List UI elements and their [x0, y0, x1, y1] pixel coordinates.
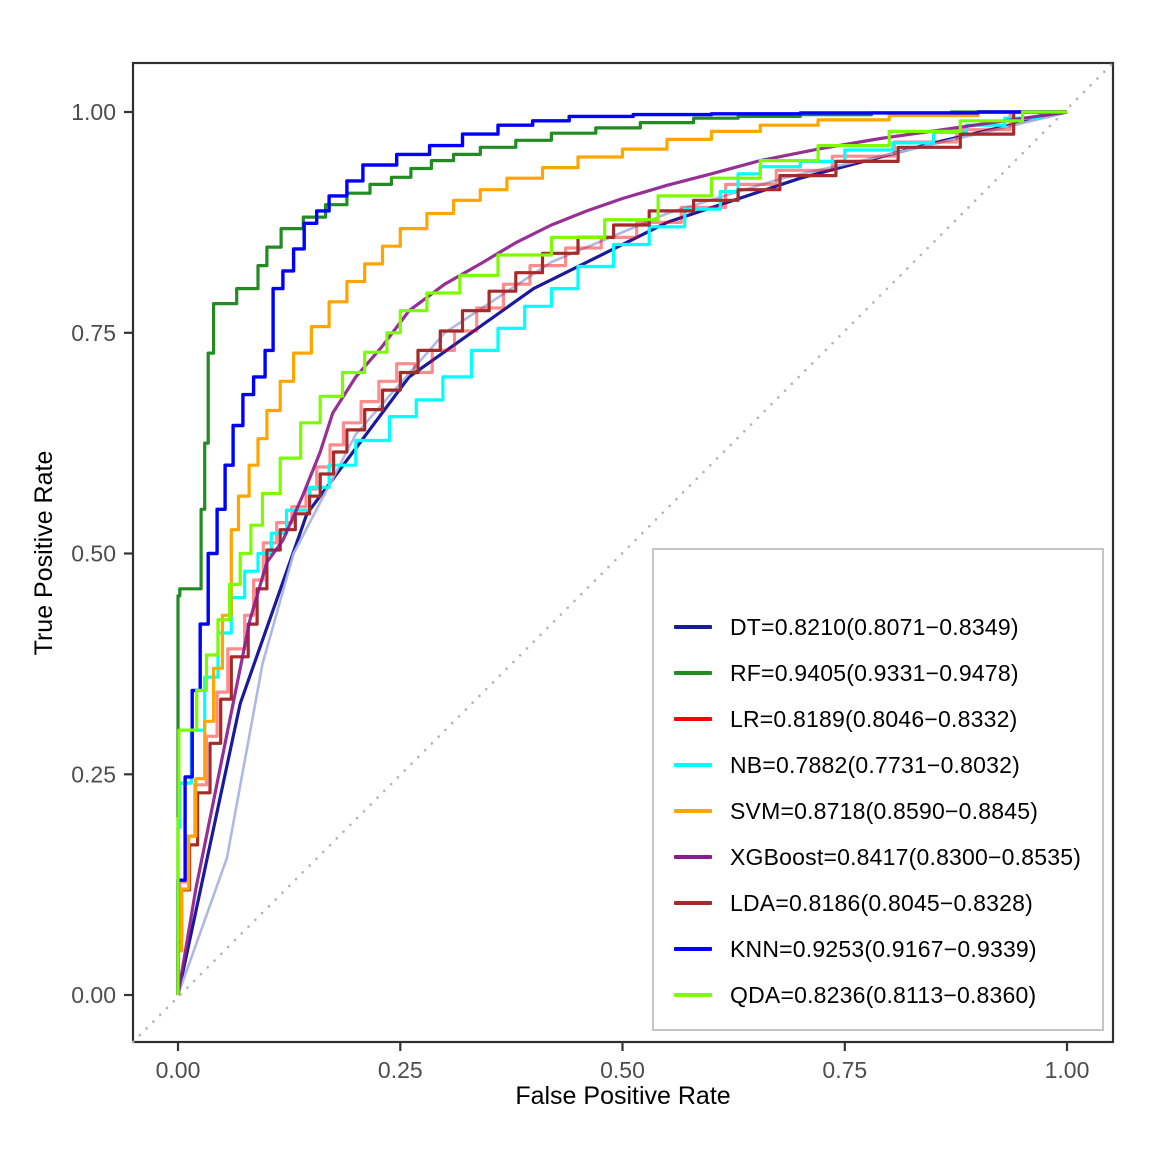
y-tick-label-0: 0.00: [71, 982, 116, 1008]
nb-line-swatch: [674, 763, 712, 767]
x-tick-label-2: 0.50: [600, 1057, 645, 1083]
lr-line-swatch: [674, 717, 712, 721]
chance-diagonal-line: [131, 61, 1115, 1044]
legend-label-svm: SVM=0.8718(0.8590−0.8845): [730, 797, 1039, 824]
y-tick-label-1: 0.25: [71, 761, 116, 787]
legend-item-dt: DT=0.8210(0.8071−0.8349): [654, 604, 1102, 650]
x-tick-label-4: 1.00: [1045, 1057, 1090, 1083]
legend-label-qda: QDA=0.8236(0.8113−0.8360): [730, 981, 1037, 1008]
roc-curve-svm: [176, 110, 1067, 995]
svm-line-swatch: [674, 809, 712, 813]
legend-item-svm: SVM=0.8718(0.8590−0.8845): [654, 788, 1102, 834]
legend-item-nb: NB=0.7882(0.7731−0.8032): [654, 742, 1102, 788]
roc-curve-knn: [176, 110, 1067, 995]
roc-curve-rf: [176, 110, 1067, 995]
x-tick-label-0: 0.00: [156, 1057, 201, 1083]
x-tick-label-3: 0.75: [822, 1057, 867, 1083]
legend-item-lr: LR=0.8189(0.8046−0.8332): [654, 696, 1102, 742]
legend: DT=0.8210(0.8071−0.8349) RF=0.9405(0.933…: [652, 548, 1104, 1031]
legend-label-nb: NB=0.7882(0.7731−0.8032): [730, 751, 1020, 778]
legend-item-knn: KNN=0.9253(0.9167−0.9339): [654, 926, 1102, 972]
legend-label-knn: KNN=0.9253(0.9167−0.9339): [730, 935, 1037, 962]
legend-item-lda: LDA=0.8186(0.8045−0.8328): [654, 880, 1102, 926]
x-axis-title: False Positive Rate: [515, 1082, 730, 1110]
roc-curve-qda: [176, 110, 1067, 995]
x-axis-ticks: [176, 1042, 1069, 1051]
legend-item-qda: QDA=0.8236(0.8113−0.8360): [654, 972, 1102, 1018]
rf-line-swatch: [674, 671, 712, 675]
x-tick-label-1: 0.25: [378, 1057, 423, 1083]
roc-curve-nb: [176, 110, 1067, 995]
y-tick-label-3: 0.75: [71, 320, 116, 346]
legend-item-rf: RF=0.9405(0.9331−0.9478): [654, 650, 1102, 696]
roc-curve-xgboost: [176, 110, 1068, 996]
legend-label-rf: RF=0.9405(0.9331−0.9478): [730, 659, 1019, 686]
xgboost-line-swatch: [674, 855, 712, 859]
y-tick-label-2: 0.50: [71, 541, 116, 567]
y-tick-label-4: 1.00: [71, 99, 116, 125]
knn-line-swatch: [674, 947, 712, 951]
legend-item-xgboost: XGBoost=0.8417(0.8300−0.8535): [654, 834, 1102, 880]
legend-label-lr: LR=0.8189(0.8046−0.8332): [730, 705, 1018, 732]
roc-curve-lda: [176, 110, 1067, 995]
legend-label-xgboost: XGBoost=0.8417(0.8300−0.8535): [730, 843, 1082, 870]
y-axis-ticks: [124, 110, 133, 997]
roc-curve-dt-smooth: [176, 110, 1068, 996]
y-axis-title: True Positive Rate: [30, 451, 58, 656]
lda-line-swatch: [674, 901, 712, 905]
qda-line-swatch: [674, 993, 712, 997]
legend-label-lda: LDA=0.8186(0.8045−0.8328): [730, 889, 1033, 916]
roc-curves-group: [176, 110, 1068, 996]
legend-label-dt: DT=0.8210(0.8071−0.8349): [730, 613, 1019, 640]
dt-line-swatch: [674, 625, 712, 629]
